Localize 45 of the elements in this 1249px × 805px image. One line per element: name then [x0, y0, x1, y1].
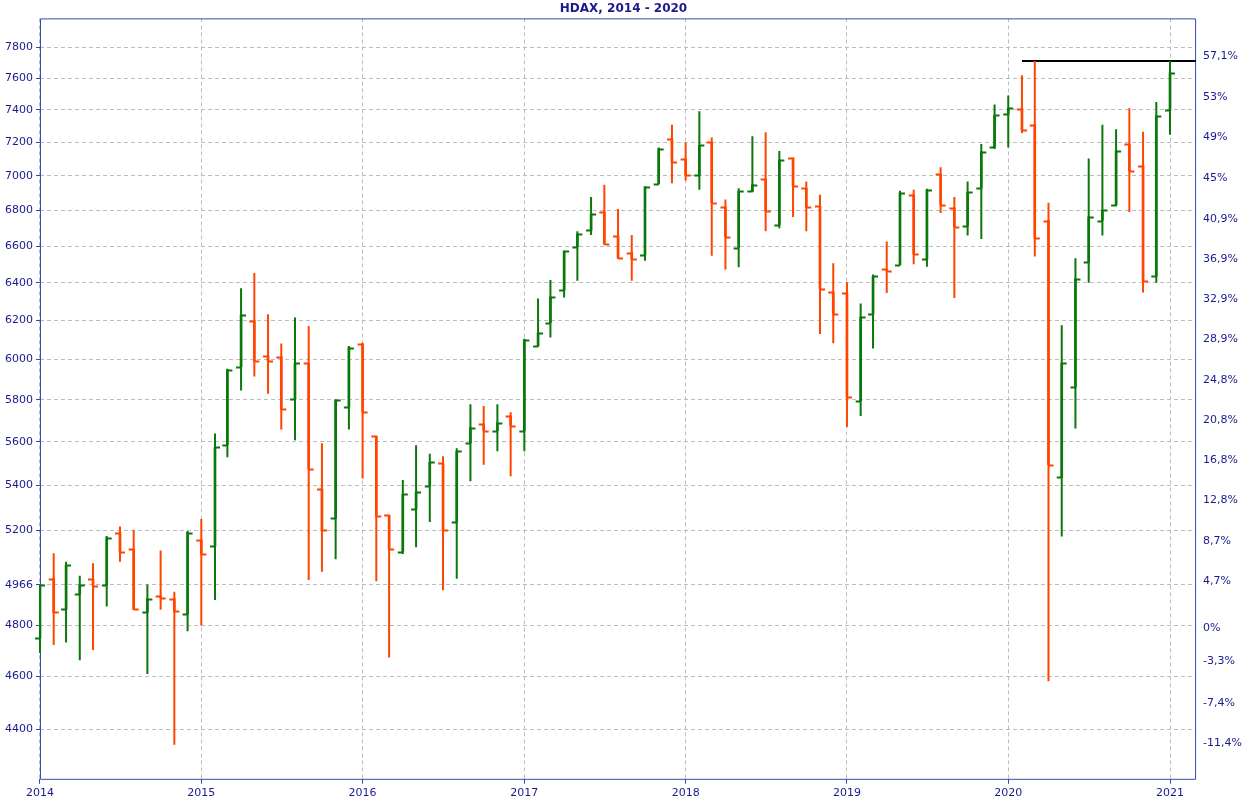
- x-tick-label: 2018: [671, 786, 700, 800]
- y-tick-label: 5600: [4, 434, 33, 448]
- x-tick-label: 2014: [25, 786, 54, 800]
- y-tick-label: 4800: [4, 618, 33, 632]
- y-tick-label: 7000: [4, 168, 33, 182]
- y2-tick-label: -3,3%: [1203, 654, 1236, 668]
- y2-tick-label: 8,7%: [1203, 534, 1232, 548]
- y-tick-label: 4600: [4, 668, 33, 682]
- y2-tick-label: 12,8%: [1203, 493, 1239, 507]
- y2-tick-label: 45%: [1203, 170, 1228, 184]
- y-tick-label: 7200: [4, 135, 33, 149]
- x-tick-label: 2016: [348, 786, 377, 800]
- x-tick-label: 2015: [187, 786, 216, 800]
- y2-tick-label: -11,4%: [1203, 735, 1243, 749]
- y-tick-label: 4966: [4, 577, 33, 591]
- y2-tick-label: 28,9%: [1203, 331, 1239, 345]
- y2-tick-label: 0%: [1203, 621, 1221, 635]
- y-tick-label: 6800: [4, 203, 33, 217]
- y2-tick-label: 57,1%: [1203, 49, 1239, 63]
- y-tick-label: 5400: [4, 477, 33, 491]
- y-tick-label: 6200: [4, 313, 33, 327]
- y2-tick-label: 49%: [1203, 130, 1228, 144]
- x-tick-label: 2020: [994, 786, 1023, 800]
- y2-tick-label: 24,8%: [1203, 372, 1239, 386]
- y-tick-label: 6400: [4, 275, 33, 289]
- y2-tick-label: 36,9%: [1203, 251, 1239, 265]
- y-tick-label: 7400: [4, 102, 33, 116]
- x-tick-label: 2017: [510, 786, 539, 800]
- y-tick-label: 5200: [4, 522, 33, 536]
- y2-tick-label: 16,8%: [1203, 453, 1239, 467]
- y-tick-label: 7800: [4, 39, 33, 53]
- y2-tick-label: 32,9%: [1203, 291, 1239, 305]
- chart-title: HDAX, 2014 - 2020: [559, 1, 688, 16]
- y2-tick-label: -7,4%: [1203, 695, 1236, 709]
- y-tick-label: 6000: [4, 352, 33, 366]
- y-tick-label: 6600: [4, 238, 33, 252]
- y2-tick-label: 4,7%: [1203, 574, 1232, 588]
- x-tick-label: 2021: [1156, 786, 1185, 800]
- y-tick-label: 5800: [4, 392, 33, 406]
- y-tick-label: 7600: [4, 70, 33, 84]
- y2-tick-label: 53%: [1203, 90, 1228, 104]
- y-tick-label: 4400: [4, 721, 33, 735]
- x-tick-label: 2019: [832, 786, 861, 800]
- y2-tick-label: 40,9%: [1203, 211, 1239, 225]
- y2-tick-label: 20,8%: [1203, 413, 1239, 426]
